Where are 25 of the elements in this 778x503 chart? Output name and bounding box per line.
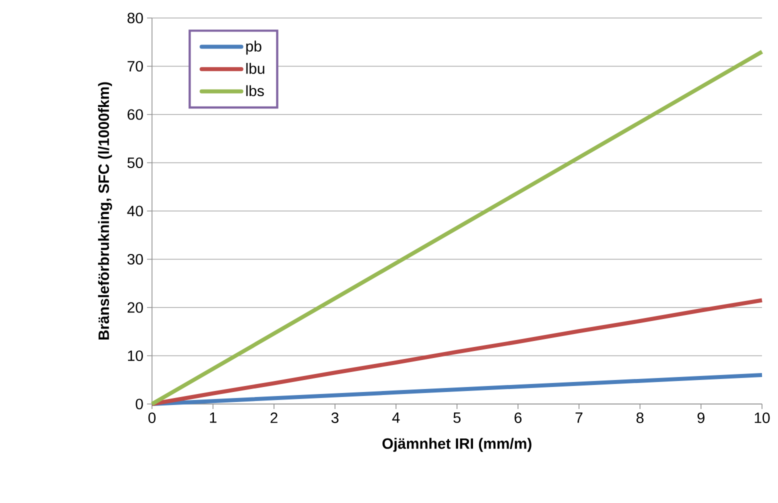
x-tick-label: 4 xyxy=(392,412,400,423)
y-tick-label: 10 xyxy=(128,350,143,362)
y-tick-label: 60 xyxy=(128,109,143,120)
y-tick-label: 30 xyxy=(127,254,143,265)
x-tick-label: 10 xyxy=(754,412,770,424)
legend-label: lbu xyxy=(246,62,264,74)
x-tick-label: 8 xyxy=(636,412,644,424)
y-tick-label: 0 xyxy=(136,398,143,410)
x-tick-label: 9 xyxy=(698,412,704,424)
y-tick-label: 70 xyxy=(128,60,143,72)
x-tick-label: 1 xyxy=(210,412,216,423)
y-tick-label: 40 xyxy=(127,206,143,216)
x-axis-title: Ojämnhet IRI (mm/m) xyxy=(382,438,532,452)
y-axis-title: Bränsleförbrukning, SFC (l/1000fkm) xyxy=(98,82,112,340)
x-tick-label: 3 xyxy=(331,412,339,424)
y-tick-label: 20 xyxy=(128,302,143,313)
x-tick-label: 7 xyxy=(576,412,582,423)
legend-label: lbs xyxy=(246,85,264,96)
y-tick-label: 80 xyxy=(128,12,143,24)
x-tick-label: 2 xyxy=(270,412,278,423)
x-tick-label: 5 xyxy=(453,412,461,423)
x-tick-label: 0 xyxy=(148,412,156,424)
y-tick-label: 50 xyxy=(127,157,143,168)
x-tick-label: 6 xyxy=(514,412,522,424)
legend-label: pb xyxy=(246,40,262,55)
